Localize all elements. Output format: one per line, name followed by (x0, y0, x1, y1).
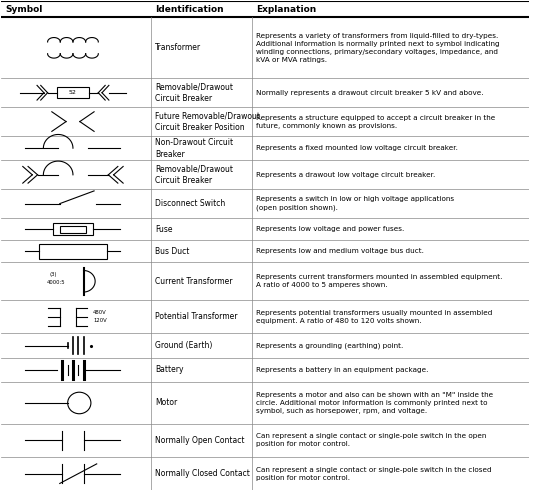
Text: Disconnect Switch: Disconnect Switch (156, 199, 225, 208)
Text: 120V: 120V (93, 318, 107, 323)
Text: Represents a structure equipped to accept a circuit breaker in the
future, commo: Represents a structure equipped to accep… (256, 114, 495, 129)
Text: Represents a switch in low or high voltage applications
(open position shown).: Represents a switch in low or high volta… (256, 196, 454, 211)
Text: Transformer: Transformer (156, 43, 202, 53)
Text: Represents a battery in an equipment package.: Represents a battery in an equipment pac… (256, 367, 428, 373)
Text: Represents a motor and also can be shown with an "M" inside the
circle. Addition: Represents a motor and also can be shown… (256, 392, 493, 414)
Text: Ground (Earth): Ground (Earth) (156, 341, 213, 350)
Text: Normally represents a drawout circuit breaker 5 kV and above.: Normally represents a drawout circuit br… (256, 90, 483, 96)
Text: Represents potential transformers usually mounted in assembled
equipment. A rati: Represents potential transformers usuall… (256, 310, 492, 324)
Text: Battery: Battery (156, 365, 184, 375)
Text: Represents a drawout low voltage circuit breaker.: Represents a drawout low voltage circuit… (256, 172, 435, 178)
Text: Identification: Identification (156, 4, 224, 14)
FancyBboxPatch shape (57, 87, 89, 98)
Text: Explanation: Explanation (256, 4, 316, 14)
Text: Normally Open Contact: Normally Open Contact (156, 436, 245, 445)
Text: Represents a fixed mounted low voltage circuit breaker.: Represents a fixed mounted low voltage c… (256, 145, 458, 151)
Text: Non-Drawout Circuit
Breaker: Non-Drawout Circuit Breaker (156, 138, 234, 159)
Text: Fuse: Fuse (156, 225, 173, 234)
Text: Bus Duct: Bus Duct (156, 247, 190, 256)
FancyBboxPatch shape (60, 226, 86, 233)
Text: Current Transformer: Current Transformer (156, 277, 233, 286)
Text: Represents low and medium voltage bus duct.: Represents low and medium voltage bus du… (256, 248, 424, 254)
Text: Normally Closed Contact: Normally Closed Contact (156, 469, 250, 478)
Text: 480V: 480V (93, 310, 107, 315)
Text: Represents current transformers mounted in assembled equipment.
A ratio of 4000 : Represents current transformers mounted … (256, 274, 502, 288)
Text: Symbol: Symbol (5, 4, 42, 14)
Text: Represents a grounding (earthing) point.: Represents a grounding (earthing) point. (256, 342, 403, 349)
Text: Can represent a single contact or single-pole switch in the closed
position for : Can represent a single contact or single… (256, 466, 491, 481)
Text: 4000:5: 4000:5 (47, 280, 65, 285)
Text: Can represent a single contact or single-pole switch in the open
position for mo: Can represent a single contact or single… (256, 434, 486, 447)
Text: Potential Transformer: Potential Transformer (156, 312, 238, 321)
Text: 52: 52 (69, 90, 77, 95)
Text: Removable/Drawout
Circuit Breaker: Removable/Drawout Circuit Breaker (156, 82, 233, 103)
Text: Future Removable/Drawout
Circuit Breaker Position: Future Removable/Drawout Circuit Breaker… (156, 111, 260, 132)
FancyBboxPatch shape (53, 223, 93, 235)
Text: Represents low voltage and power fuses.: Represents low voltage and power fuses. (256, 226, 404, 232)
FancyBboxPatch shape (39, 244, 107, 259)
Text: Represents a variety of transformers from liquid-filled to dry-types.
Additional: Represents a variety of transformers fro… (256, 33, 500, 63)
Text: (3): (3) (49, 272, 57, 277)
Text: Removable/Drawout
Circuit Breaker: Removable/Drawout Circuit Breaker (156, 164, 233, 185)
Text: Motor: Motor (156, 399, 178, 408)
